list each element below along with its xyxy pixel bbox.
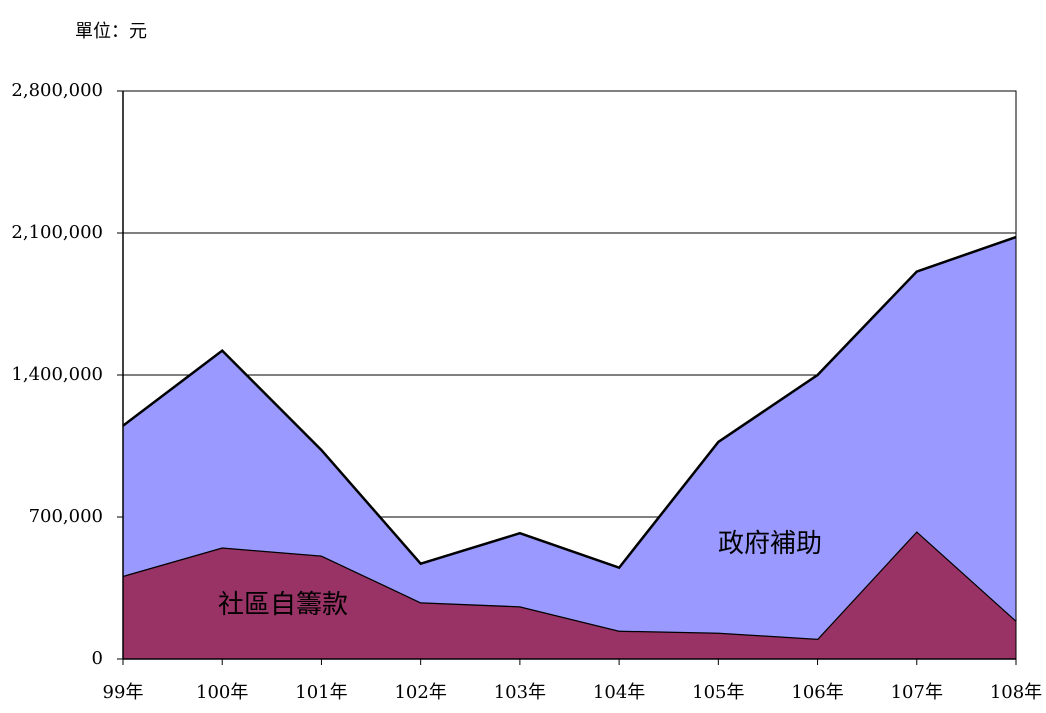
y-tick-label: 700,000 xyxy=(29,506,103,527)
x-tick-label: 100年 xyxy=(196,682,248,703)
x-tick-label: 103年 xyxy=(494,682,546,703)
x-tick-label: 102年 xyxy=(394,682,446,703)
series-label: 社區自籌款 xyxy=(218,590,348,620)
x-tick-label: 108年 xyxy=(990,682,1042,703)
series-label: 政府補助 xyxy=(718,529,822,559)
x-tick-label: 105年 xyxy=(692,682,744,703)
x-tick-label: 99年 xyxy=(103,682,144,703)
y-tick-label: 2,100,000 xyxy=(11,222,103,243)
x-tick-label: 101年 xyxy=(295,682,347,703)
unit-label: 單位：元 xyxy=(75,21,147,42)
y-tick-label: 2,800,000 xyxy=(11,80,103,101)
area-outline xyxy=(122,235,1017,570)
area xyxy=(123,531,1016,659)
area xyxy=(123,237,1016,639)
y-tick-label: 0 xyxy=(92,648,103,669)
x-tick-label: 104年 xyxy=(593,682,645,703)
x-tick-label: 106年 xyxy=(791,682,843,703)
x-tick-label: 107年 xyxy=(891,682,943,703)
y-tick-label: 1,400,000 xyxy=(11,364,103,385)
